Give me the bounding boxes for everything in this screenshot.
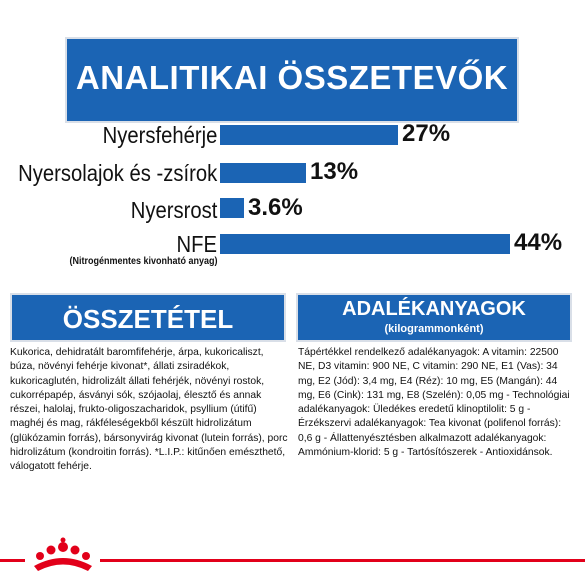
royal-canin-crown-logo xyxy=(34,537,92,571)
bar xyxy=(220,125,398,145)
composition-text: Kukorica, dehidratált baromfifehérje, ár… xyxy=(10,347,288,473)
additives-text: Tápértékkel rendelkező adalékanyagok: A … xyxy=(298,347,570,459)
analytical-header-banner: ANALITIKAI ÖSSZETEVŐK xyxy=(65,37,519,123)
analytical-title: ANALITIKAI ÖSSZETEVŐK xyxy=(75,59,509,96)
category-note: (Nitrogénmentes kivonható anyag) xyxy=(68,256,217,267)
data-label: 13% xyxy=(310,158,359,185)
data-label: 44% xyxy=(514,229,563,256)
bar xyxy=(220,198,244,218)
footer-red-line-right xyxy=(100,559,585,562)
additives-title: ADALÉKANYAGOK xyxy=(342,298,526,320)
bar xyxy=(220,234,510,254)
data-label: 3.6% xyxy=(248,194,303,221)
category-label: Nyersrost xyxy=(130,197,217,223)
composition-title: ÖSSZETÉTEL xyxy=(62,304,234,334)
category-label: Nyersfehérje xyxy=(102,122,217,148)
footer-red-line-left xyxy=(0,559,25,562)
bar xyxy=(220,163,306,183)
composition-header: ÖSSZETÉTEL xyxy=(10,293,286,342)
category-label: Nyersolajok és -zsírok xyxy=(17,160,217,186)
data-label: 27% xyxy=(402,120,451,147)
additives-subtitle: (kilogrammonként) xyxy=(384,323,484,335)
category-label: NFE xyxy=(176,231,217,257)
additives-header: ADALÉKANYAGOK (kilogrammonként) xyxy=(296,293,572,342)
